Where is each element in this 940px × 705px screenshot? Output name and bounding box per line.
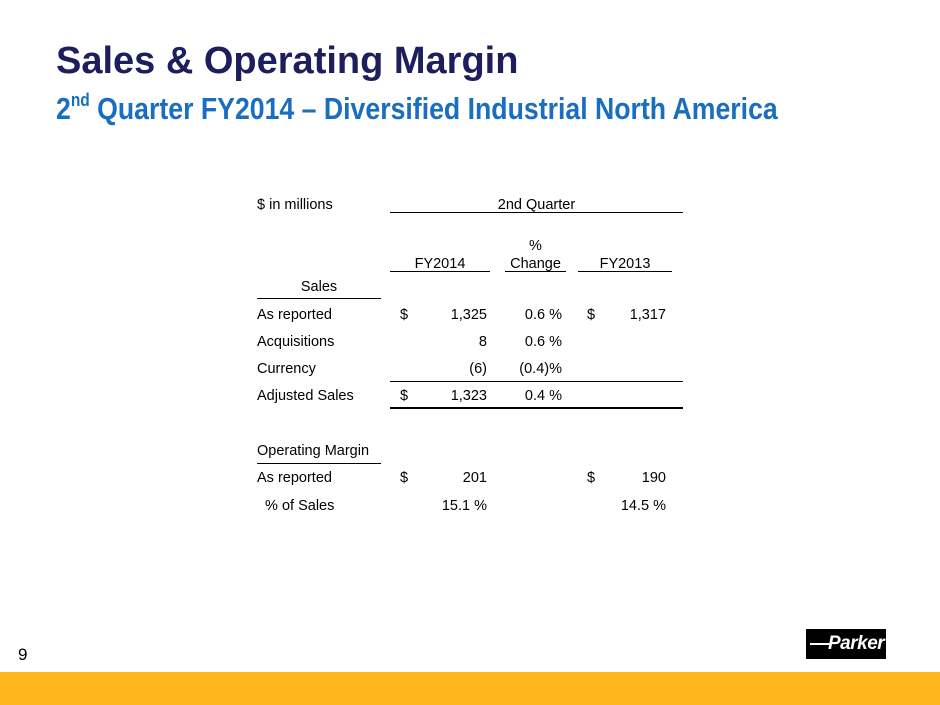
slide-subtitle: 2nd Quarter FY2014 – Diversified Industr… (56, 90, 778, 127)
currency-symbol: $ (587, 470, 596, 486)
currency-symbol: $ (400, 470, 409, 486)
subtitle-number: 2 (56, 91, 71, 126)
column-header-fy2014: FY2014 (414, 256, 466, 272)
page-number: 9 (18, 645, 28, 664)
change-value: 0.4 % (524, 388, 562, 404)
currency-symbol: $ (400, 307, 409, 323)
divider (390, 407, 683, 409)
slide-title: Sales & Operating Margin (56, 40, 519, 82)
fy2013-value: 1,317 (629, 307, 666, 323)
units-label: $ in millions (257, 197, 333, 213)
divider (390, 381, 683, 382)
subtitle-superscript: nd (70, 90, 90, 110)
fy2014-value: 1,323 (450, 388, 487, 404)
divider (390, 212, 683, 213)
column-header-change: Change (510, 256, 561, 272)
table-row-label: Currency (257, 361, 316, 377)
fy2014-value: 201 (462, 470, 487, 486)
fy2014-value: 8 (478, 334, 487, 350)
currency-symbol: $ (400, 388, 409, 404)
logo-text: Parker (828, 633, 885, 654)
footer-bar (0, 672, 940, 705)
divider (257, 463, 381, 464)
divider (257, 298, 381, 299)
change-value: (0.4)% (519, 361, 562, 377)
sales-section-header: Sales (300, 279, 338, 295)
divider (505, 271, 566, 272)
table-row-label: As reported (257, 470, 332, 486)
margin-section-header: Operating Margin (257, 443, 370, 459)
currency-symbol: $ (587, 307, 596, 323)
change-value: 0.6 % (524, 334, 562, 350)
period-header: 2nd Quarter (497, 197, 576, 213)
fy2014-value: 1,325 (450, 307, 487, 323)
subtitle-text: Quarter FY2014 – Diversified Industrial … (89, 91, 778, 126)
table-row-label: Acquisitions (257, 334, 335, 350)
table-row-label: As reported (257, 307, 332, 323)
divider (390, 271, 490, 272)
fy2013-value: 14.5 % (620, 498, 666, 514)
divider (578, 271, 672, 272)
fy2014-value: (6) (469, 361, 487, 377)
table-row-label: Adjusted Sales (257, 388, 354, 404)
table-row-label: % of Sales (257, 498, 335, 514)
pct-symbol: % (529, 238, 542, 254)
column-header-fy2013: FY2013 (599, 256, 651, 272)
fy2014-value: 15.1 % (441, 498, 487, 514)
change-value: 0.6 % (524, 307, 562, 323)
parker-logo: Parker (806, 629, 886, 659)
fy2013-value: 190 (641, 470, 666, 486)
